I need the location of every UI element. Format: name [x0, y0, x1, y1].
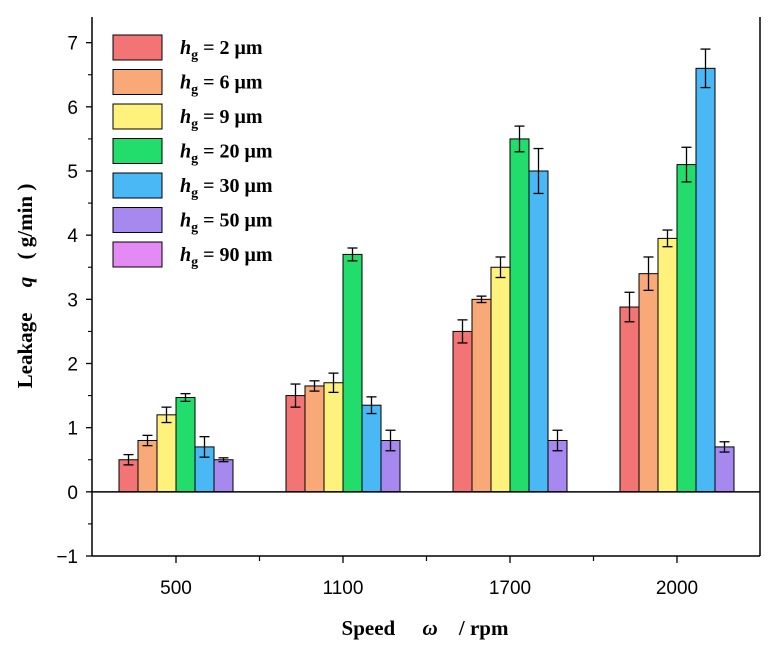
legend-label: hg = 2 μm — [180, 37, 263, 63]
x-axis-title-unit: / rpm — [458, 616, 509, 640]
legend-swatch — [112, 103, 163, 130]
bar-6m-500 — [137, 440, 158, 493]
y-axis-title: Leakage q ( g/min ) — [13, 184, 37, 389]
legend-label: hg = 50 μm — [180, 210, 273, 236]
bar-9m-1100 — [323, 382, 344, 493]
bar-30m-1700 — [528, 170, 549, 493]
y-tick-label: −1 — [56, 547, 78, 568]
bar-6m-1100 — [304, 385, 325, 493]
y-tick-label: 4 — [67, 226, 78, 247]
legend-label: hg = 90 μm — [180, 244, 273, 270]
bars-layer — [118, 48, 735, 493]
bar-20m-500 — [175, 397, 196, 493]
bar-2m-1700 — [452, 330, 473, 493]
bar-9m-2000 — [657, 237, 678, 493]
bar-2m-2000 — [619, 306, 640, 493]
x-axis-title: Speed ω / rpm — [342, 616, 509, 640]
y-tick-label: 0 — [67, 483, 78, 504]
legend-label: hg = 20 μm — [180, 141, 273, 167]
bar-20m-1100 — [342, 253, 363, 493]
bar-20m-1700 — [509, 138, 530, 493]
bar-50m-500 — [213, 459, 234, 493]
bar-2m-1100 — [285, 395, 306, 493]
bar-9m-500 — [156, 414, 177, 493]
bar-50m-2000 — [714, 446, 735, 493]
x-tick-label-2000: 2000 — [656, 578, 698, 599]
y-tick-label: 7 — [67, 34, 78, 55]
bar-30m-1100 — [361, 404, 382, 493]
legend-label: hg = 9 μm — [180, 106, 263, 132]
legend-swatch — [112, 207, 163, 233]
x-axis-title-word: Speed — [342, 616, 396, 640]
x-axis-title-symbol: ω — [422, 616, 437, 640]
legend-label: hg = 30 μm — [180, 175, 273, 201]
legend-swatch — [112, 69, 163, 95]
bar-20m-2000 — [676, 164, 697, 493]
y-tick-label: 5 — [67, 162, 78, 183]
bar-6m-2000 — [638, 273, 659, 493]
y-axis-title-unit: ( g/min ) — [13, 184, 37, 260]
bar-9m-1700 — [490, 266, 511, 493]
y-axis-title-word: Leakage — [13, 313, 37, 389]
bar-30m-2000 — [695, 67, 716, 493]
legend: hg = 2 μm hg = 6 μm hg = 9 μm hg = 20 μm hg … — [112, 34, 273, 270]
legend-swatch — [112, 138, 163, 164]
y-tick-label: 6 — [67, 98, 78, 119]
x-tick-label-500: 500 — [160, 578, 192, 599]
bar-6m-1700 — [471, 298, 492, 493]
y-tick-label: 3 — [67, 290, 78, 311]
axes-layer: −1 0 1 2 3 4 5 6 7 500 1100 1700 2000 — [56, 17, 761, 599]
y-tick-label: 2 — [67, 355, 78, 376]
legend-swatch — [112, 241, 163, 268]
legend-swatch — [112, 172, 163, 199]
y-tick-label: 1 — [67, 419, 78, 440]
x-tick-label-1100: 1100 — [323, 578, 364, 599]
y-axis-title-symbol: q — [13, 277, 37, 288]
x-tick-label-1700: 1700 — [489, 578, 531, 599]
legend-label: hg = 6 μm — [180, 72, 263, 98]
legend-swatch — [112, 34, 163, 61]
